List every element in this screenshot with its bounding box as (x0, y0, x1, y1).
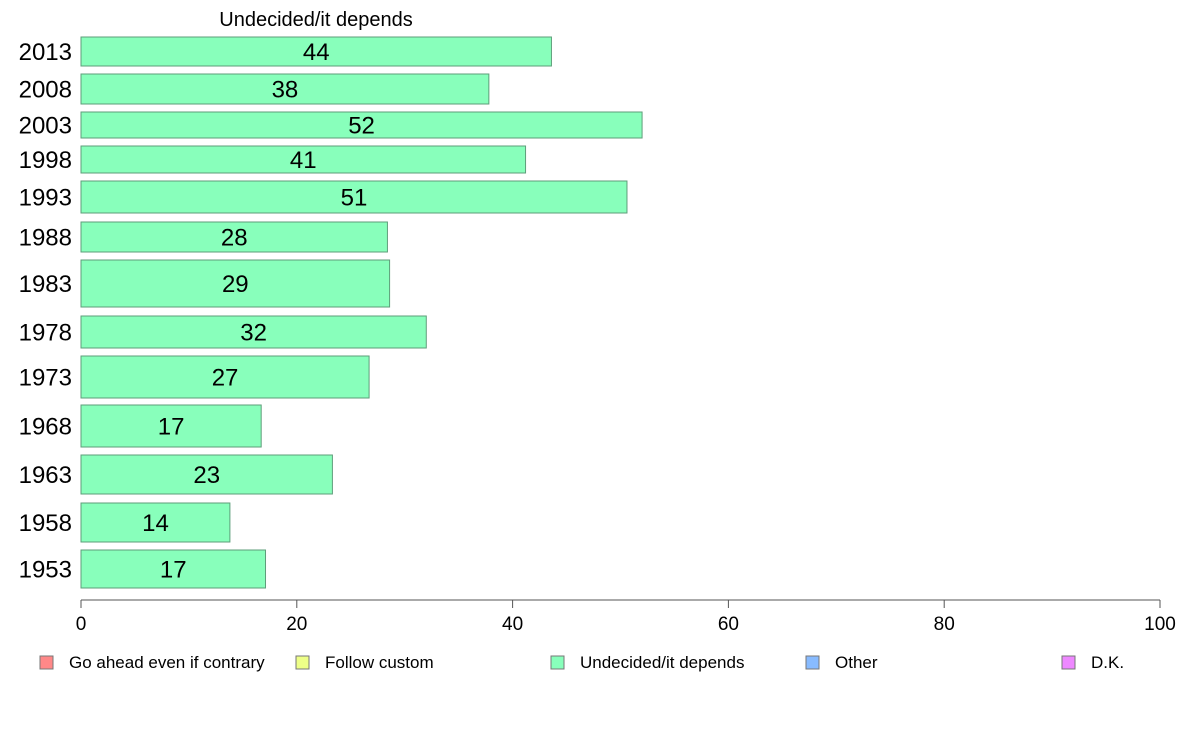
legend-swatch-0 (39, 655, 54, 670)
x-tick-label-40: 40 (502, 614, 523, 635)
category-label-1998: 1998 (19, 147, 72, 174)
legend-label-0: Go ahead even if contrary (69, 653, 265, 672)
legend-swatch-3 (805, 655, 820, 670)
legend-label-2: Undecided/it depends (580, 653, 744, 672)
x-tick-label-100: 100 (1144, 614, 1176, 635)
category-label-1988: 1988 (19, 225, 72, 252)
category-label-1978: 1978 (19, 320, 72, 347)
category-label-1963: 1963 (19, 462, 72, 489)
bar-1998 (80, 145, 527, 174)
bar-1973 (80, 355, 370, 399)
value-label-1973: 27 (212, 365, 239, 392)
bar-2003 (80, 111, 643, 139)
x-tick-label-20: 20 (286, 614, 307, 635)
panel-title: Undecided/it depends (219, 9, 412, 31)
value-label-1978: 32 (240, 320, 267, 347)
bar-1953 (80, 549, 267, 589)
category-label-2013: 2013 (19, 39, 72, 66)
legend-label-3: Other (835, 653, 878, 672)
bar-1968 (80, 404, 262, 448)
category-label-1968: 1968 (19, 414, 72, 441)
value-label-1968: 17 (158, 414, 185, 441)
legend-swatch-2 (550, 655, 565, 670)
value-label-2008: 38 (272, 77, 299, 104)
legend-label-4: D.K. (1091, 653, 1124, 672)
bar-1993 (80, 180, 628, 214)
bar-2008 (80, 73, 490, 105)
bar-1958 (80, 502, 231, 543)
value-label-1963: 23 (193, 462, 220, 489)
value-label-1958: 14 (142, 510, 169, 537)
legend: Go ahead even if contrary Follow custom Un… (39, 653, 1124, 672)
x-tick-label-80: 80 (934, 614, 955, 635)
value-label-1953: 17 (160, 557, 187, 584)
value-label-1988: 28 (221, 225, 248, 252)
bars: 44 2013 38 2008 52 2003 41 1998 51 1993 28 1988 29 19… (19, 36, 643, 589)
legend-swatch-1 (295, 655, 310, 670)
legend-label-1: Follow custom (325, 653, 434, 672)
value-label-1998: 41 (290, 147, 317, 174)
x-axis: 0 20 40 60 80 100 (76, 599, 1176, 635)
value-label-1993: 51 (341, 185, 368, 212)
bar-1983 (80, 259, 391, 308)
category-label-1973: 1973 (19, 365, 72, 392)
value-label-2013: 44 (303, 39, 330, 66)
x-tick-label-0: 0 (76, 614, 87, 635)
category-label-1953: 1953 (19, 557, 72, 584)
category-label-1958: 1958 (19, 510, 72, 537)
value-label-2003: 52 (348, 113, 375, 140)
category-label-2008: 2008 (19, 77, 72, 104)
bar-1963 (80, 454, 333, 495)
category-label-1993: 1993 (19, 185, 72, 212)
x-tick-label-60: 60 (718, 614, 739, 635)
bar-2013 (80, 36, 552, 67)
category-label-1983: 1983 (19, 271, 72, 298)
legend-swatch-4 (1061, 655, 1076, 670)
category-label-2003: 2003 (19, 113, 72, 140)
bar-1978 (80, 315, 427, 349)
value-label-1983: 29 (222, 271, 249, 298)
bar-1988 (80, 221, 388, 253)
